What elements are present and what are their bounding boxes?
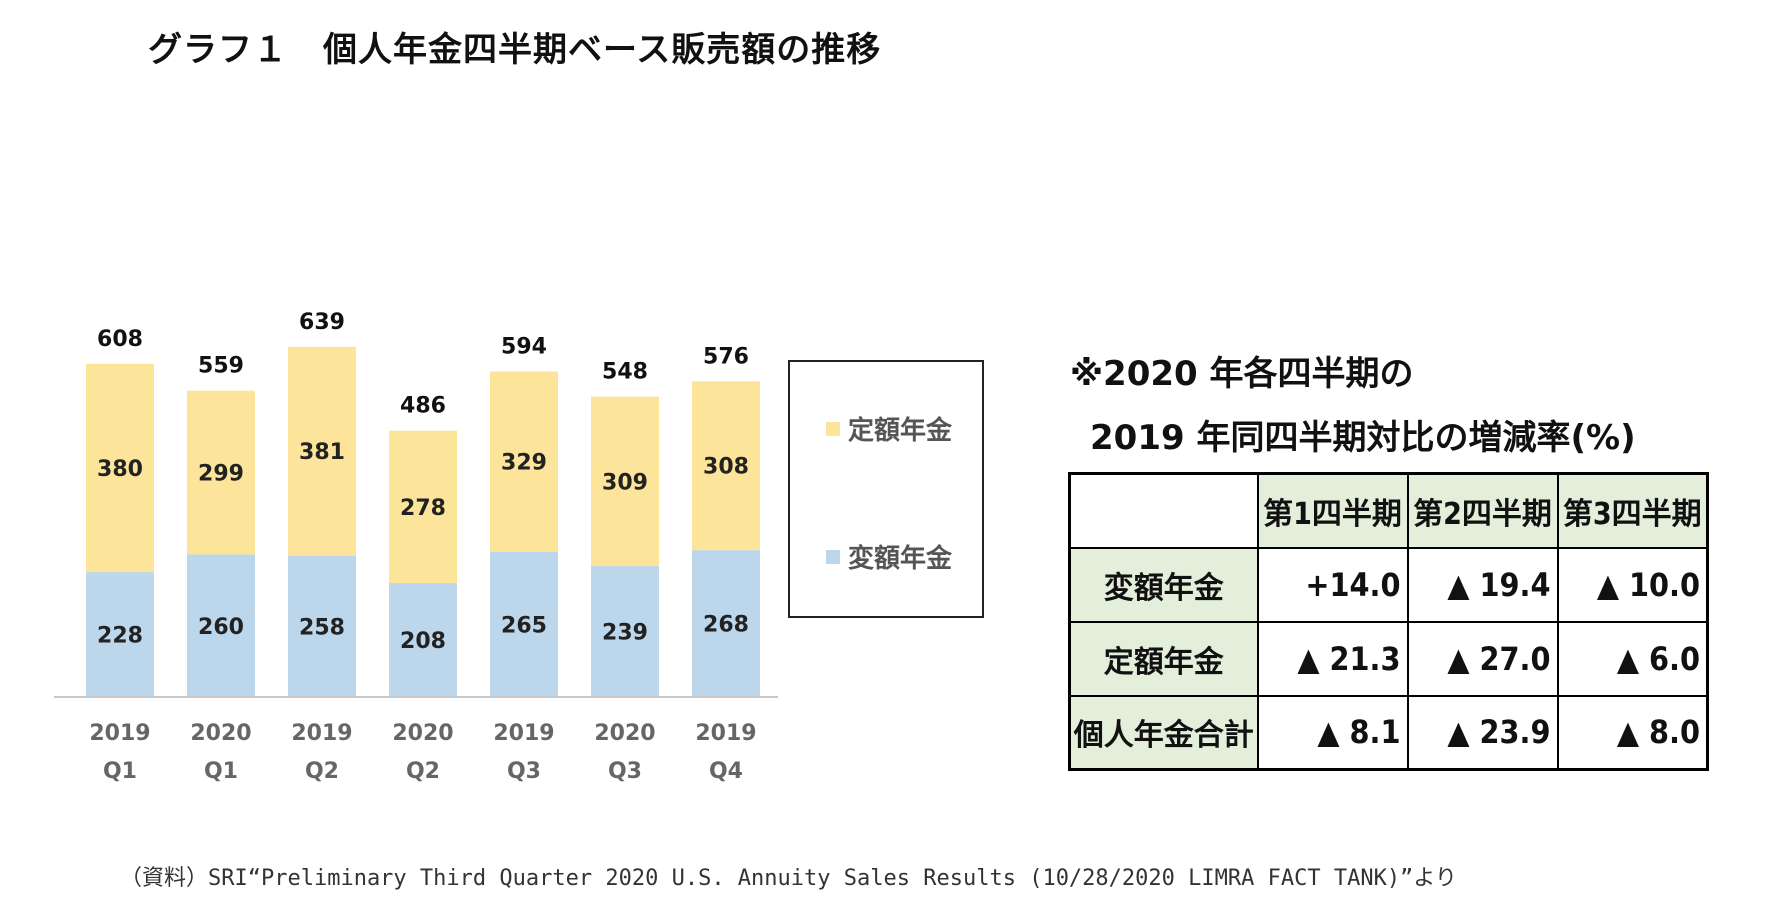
data-label-total: 559 xyxy=(198,354,244,379)
x-tick-label-year: 2019 xyxy=(291,721,352,746)
x-tick-label-quarter: Q1 xyxy=(204,759,238,784)
legend-item-variable: 変額年金 xyxy=(826,538,952,575)
legend-item-fixed: 定額年金 xyxy=(826,410,952,447)
data-label-fixed: 278 xyxy=(400,496,446,521)
table-row: 個人年金合計 ▲ 8.1 ▲ 23.9 ▲ 8.0 xyxy=(1068,694,1709,771)
table-header-q3: 第3四半期 xyxy=(1556,472,1709,549)
bar-fixed xyxy=(187,390,255,555)
data-label-variable: 260 xyxy=(198,615,244,640)
bar-variable xyxy=(490,551,558,697)
table-cell: ▲ 21.3 xyxy=(1256,620,1409,697)
bar-fixed xyxy=(288,346,356,556)
table-row: 定額年金 ▲ 21.3 ▲ 27.0 ▲ 6.0 xyxy=(1068,620,1709,697)
data-label-fixed: 380 xyxy=(97,457,143,482)
chart-title: グラフ１ 個人年金四半期ベース販売額の推移 xyxy=(148,30,882,70)
x-tick-label-quarter: Q3 xyxy=(507,759,541,784)
table-cell: +14.0 xyxy=(1256,546,1409,623)
x-tick-label-year: 2020 xyxy=(594,721,655,746)
x-tick-label-year: 2020 xyxy=(392,721,453,746)
x-tick-label-year: 2019 xyxy=(695,721,756,746)
table-header-q2: 第2四半期 xyxy=(1406,472,1559,549)
table-row: 変額年金 +14.0 ▲ 19.4 ▲ 10.0 xyxy=(1068,546,1709,623)
bar-fixed xyxy=(389,430,457,584)
legend-label-fixed: 定額年金 xyxy=(848,416,953,446)
table-cell: ▲ 10.0 xyxy=(1556,546,1709,623)
x-tick-label-quarter: Q3 xyxy=(608,759,642,784)
table-row-label: 個人年金合計 xyxy=(1068,694,1259,771)
source-note: （資料）SRI“Preliminary Third Quarter 2020 U… xyxy=(120,866,1457,891)
data-label-variable: 258 xyxy=(299,615,345,640)
bar-variable xyxy=(692,550,760,697)
legend-label-variable: 変額年金 xyxy=(848,544,953,574)
data-label-fixed: 329 xyxy=(501,451,547,476)
bar-variable xyxy=(591,566,659,697)
table-header-row: 第1四半期 第2四半期 第3四半期 xyxy=(1068,472,1709,549)
bar-fixed xyxy=(490,371,558,552)
data-label-fixed: 299 xyxy=(198,462,244,487)
x-tick-label-year: 2020 xyxy=(190,721,251,746)
data-label-total: 639 xyxy=(299,310,345,335)
legend-swatch-fixed xyxy=(826,421,840,436)
table-cell: ▲ 19.4 xyxy=(1406,546,1559,623)
x-tick-label-quarter: Q2 xyxy=(305,759,339,784)
bar-fixed xyxy=(692,381,760,551)
data-label-variable: 208 xyxy=(400,629,446,654)
x-tick-label-year: 2019 xyxy=(493,721,554,746)
x-tick-label-quarter: Q1 xyxy=(103,759,137,784)
data-label-variable: 239 xyxy=(602,621,648,646)
data-label-total: 548 xyxy=(602,360,648,385)
stacked-bar-chart: 228 380 608 2019 Q1 260 299 559 2020 Q1 258 381 639 2… xyxy=(54,310,778,784)
data-label-total: 486 xyxy=(400,394,446,419)
legend-swatch-variable xyxy=(826,549,840,564)
table-row-label: 定額年金 xyxy=(1068,620,1259,697)
table-cell: ▲ 27.0 xyxy=(1406,620,1559,697)
bar-variable xyxy=(389,583,457,697)
bar-variable xyxy=(187,554,255,697)
x-tick-label-year: 2019 xyxy=(89,721,150,746)
growth-rate-table: 第1四半期 第2四半期 第3四半期 変額年金 +14.0 ▲ 19.4 ▲ 10… xyxy=(1068,472,1709,771)
x-tick-label-quarter: Q2 xyxy=(406,759,440,784)
table-corner-cell xyxy=(1068,472,1259,549)
bar-fixed xyxy=(86,363,154,573)
data-label-total: 576 xyxy=(703,344,749,369)
data-label-variable: 228 xyxy=(97,624,143,649)
table-title-line1: ※2020 年各四半期の xyxy=(1070,354,1414,394)
bar-fixed xyxy=(591,396,659,567)
data-label-fixed: 309 xyxy=(602,470,648,495)
data-label-variable: 268 xyxy=(703,613,749,638)
chart-legend: 定額年金 変額年金 xyxy=(788,360,984,618)
table-header-q1: 第1四半期 xyxy=(1256,472,1409,549)
table-row-label: 変額年金 xyxy=(1068,546,1259,623)
data-label-fixed: 308 xyxy=(703,455,749,480)
table-cell: ▲ 8.0 xyxy=(1556,694,1709,771)
table-cell: ▲ 23.9 xyxy=(1406,694,1559,771)
table-cell: ▲ 8.1 xyxy=(1256,694,1409,771)
table-title-line2: 2019 年同四半期対比の増減率(%) xyxy=(1090,418,1636,458)
x-tick-label-quarter: Q4 xyxy=(709,759,743,784)
data-label-total: 594 xyxy=(501,334,547,359)
data-label-fixed: 381 xyxy=(299,440,345,465)
bar-variable xyxy=(86,572,154,697)
bar-variable xyxy=(288,555,356,697)
data-label-total: 608 xyxy=(97,327,143,352)
data-label-variable: 265 xyxy=(501,613,547,638)
table-cell: ▲ 6.0 xyxy=(1556,620,1709,697)
